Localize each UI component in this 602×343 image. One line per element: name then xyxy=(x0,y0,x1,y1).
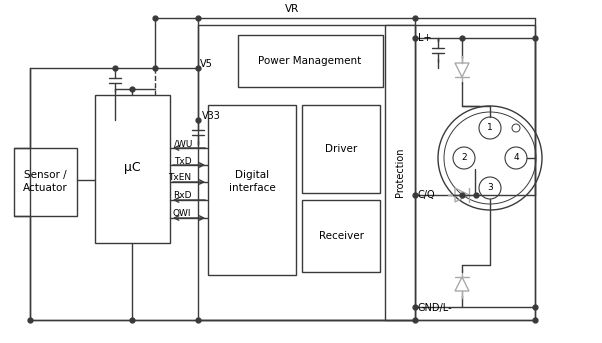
Text: Protection: Protection xyxy=(395,147,405,197)
Text: Driver: Driver xyxy=(325,144,357,154)
Bar xyxy=(14,148,77,216)
Bar xyxy=(238,35,383,87)
Text: interface: interface xyxy=(229,183,275,193)
Bar xyxy=(302,105,380,193)
Text: C/Q: C/Q xyxy=(418,190,436,200)
Text: RxD: RxD xyxy=(173,191,192,201)
Text: VR: VR xyxy=(285,4,299,14)
Bar xyxy=(302,200,380,272)
Text: GND/L-: GND/L- xyxy=(418,303,453,313)
Text: L+: L+ xyxy=(418,33,432,43)
Text: Actuator: Actuator xyxy=(23,183,67,193)
Text: 1: 1 xyxy=(487,123,493,132)
Text: Digital: Digital xyxy=(235,170,269,180)
Text: μC: μC xyxy=(123,162,140,175)
Text: TxD: TxD xyxy=(175,156,192,166)
Bar xyxy=(415,25,535,320)
Text: /WU: /WU xyxy=(173,140,192,149)
Text: 4: 4 xyxy=(513,154,519,163)
Text: TxEN: TxEN xyxy=(168,174,191,182)
Text: 2: 2 xyxy=(461,154,467,163)
Text: OWI: OWI xyxy=(173,210,191,218)
Bar xyxy=(385,25,415,320)
Text: Receiver: Receiver xyxy=(318,231,364,241)
Bar xyxy=(95,95,170,243)
Text: Power Management: Power Management xyxy=(258,56,362,66)
Text: V5: V5 xyxy=(200,59,213,69)
Bar xyxy=(208,105,296,275)
Text: V33: V33 xyxy=(202,111,221,121)
Bar xyxy=(198,25,415,320)
Text: Sensor /: Sensor / xyxy=(23,170,66,180)
Text: 3: 3 xyxy=(487,184,493,192)
